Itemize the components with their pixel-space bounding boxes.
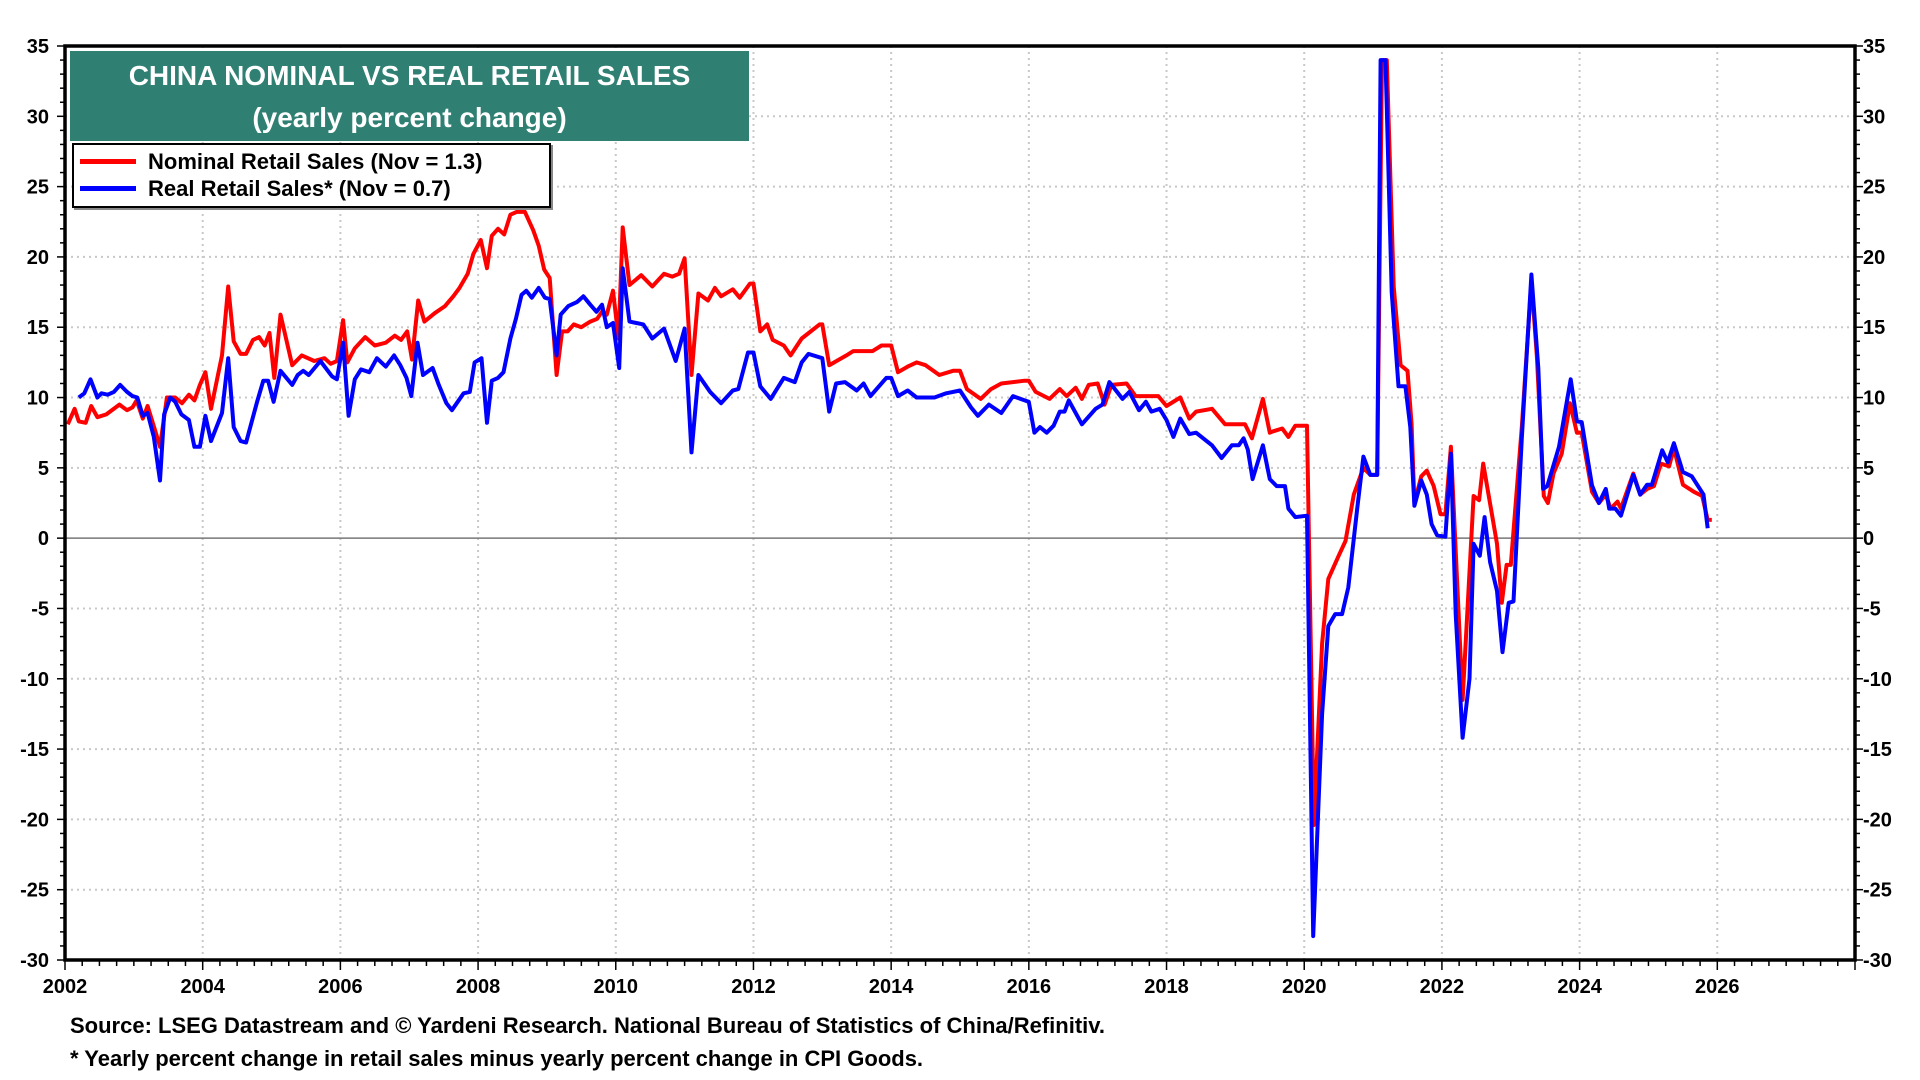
x-tick-label: 2018: [1144, 976, 1189, 998]
plot-frame: [63, 44, 1857, 962]
y-tick-label-right: 30: [1863, 106, 1885, 128]
y-tick-label-left: -25: [20, 880, 49, 902]
y-tick-label-left: 35: [27, 36, 49, 58]
legend-item-nominal: Nominal Retail Sales (Nov = 1.3): [80, 148, 549, 175]
y-tick-label-right: 5: [1863, 458, 1874, 480]
legend-swatch-real: [80, 186, 136, 191]
footer-source: Source: LSEG Datastream and © Yardeni Re…: [70, 1013, 1105, 1038]
x-tick-label: 2012: [731, 976, 776, 998]
y-tick-label-right: -30: [1863, 950, 1892, 972]
y-tick-label-right: -25: [1863, 880, 1892, 902]
legend-item-real: Real Retail Sales* (Nov = 0.7): [80, 175, 549, 202]
y-tick-label-left: -20: [20, 809, 49, 831]
x-tick-label: 2022: [1420, 976, 1465, 998]
y-tick-label-right: -10: [1863, 669, 1892, 691]
x-tick-label: 2008: [456, 976, 501, 998]
chart-subtitle: (yearly percent change): [252, 102, 567, 133]
y-tick-label-left: 25: [27, 177, 49, 199]
y-tick-label-right: 10: [1863, 388, 1885, 410]
y-tick-label-left: 20: [27, 247, 49, 269]
y-tick-label-right: 20: [1863, 247, 1885, 269]
chart-title: CHINA NOMINAL VS REAL RETAIL SALES: [128, 60, 691, 91]
y-tick-label-right: 0: [1863, 528, 1874, 550]
x-tick-label: 2026: [1695, 976, 1740, 998]
y-tick-label-right: -15: [1863, 739, 1892, 761]
y-tick-label-left: 0: [38, 528, 49, 550]
legend-swatch-nominal: [80, 159, 136, 164]
y-tick-label-left: 30: [27, 106, 49, 128]
y-tick-label-left: -30: [20, 950, 49, 972]
x-tick-label: 2020: [1282, 976, 1327, 998]
y-tick-label-left: -15: [20, 739, 49, 761]
chart-title-box: CHINA NOMINAL VS REAL RETAIL SALES (year…: [70, 51, 749, 141]
x-tick-label: 2006: [318, 976, 363, 998]
y-tick-label-left: -10: [20, 669, 49, 691]
series-line-real: [77, 58, 1710, 939]
legend: Nominal Retail Sales (Nov = 1.3) Real Re…: [72, 143, 551, 208]
y-tick-label-left: 15: [27, 317, 49, 339]
series-line-nominal: [65, 58, 1712, 827]
y-tick-label-left: 5: [38, 458, 49, 480]
y-tick-label-left: 10: [27, 388, 49, 410]
y-tick-label-right: -20: [1863, 809, 1892, 831]
y-tick-label-right: 35: [1863, 36, 1885, 58]
x-tick-label: 2014: [869, 976, 914, 998]
x-tick-label: 2002: [43, 976, 88, 998]
x-tick-label: 2016: [1007, 976, 1052, 998]
x-tick-label: 2024: [1557, 976, 1602, 998]
x-tick-label: 2010: [594, 976, 639, 998]
y-tick-label-right: 15: [1863, 317, 1885, 339]
footer-note: * Yearly percent change in retail sales …: [70, 1046, 924, 1071]
y-tick-label-left: -5: [31, 598, 49, 620]
legend-label-nominal: Nominal Retail Sales (Nov = 1.3): [148, 148, 483, 174]
y-tick-label-right: -5: [1863, 598, 1881, 620]
y-tick-label-right: 25: [1863, 177, 1885, 199]
x-tick-label: 2004: [180, 976, 225, 998]
legend-label-real: Real Retail Sales* (Nov = 0.7): [148, 175, 451, 201]
